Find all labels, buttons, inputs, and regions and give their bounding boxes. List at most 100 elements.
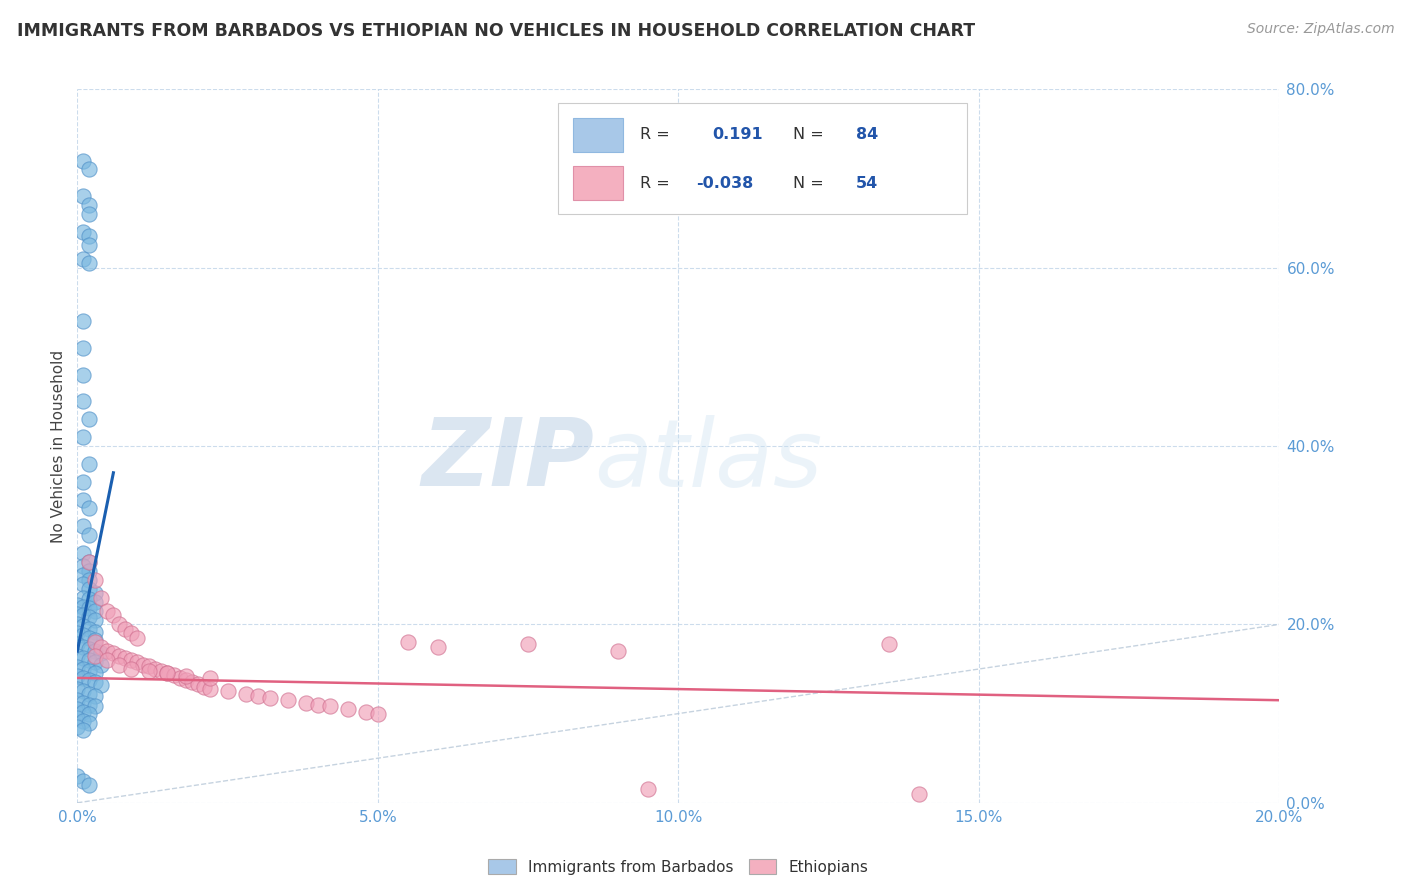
Point bbox=[79, 412, 101, 426]
Point bbox=[72, 519, 94, 533]
Point bbox=[72, 475, 94, 489]
Point bbox=[79, 555, 101, 569]
Point bbox=[79, 162, 101, 177]
Point bbox=[193, 680, 215, 694]
Point bbox=[84, 595, 107, 609]
Point bbox=[84, 655, 107, 669]
Text: Source: ZipAtlas.com: Source: ZipAtlas.com bbox=[1247, 22, 1395, 37]
Text: R =: R = bbox=[640, 176, 675, 191]
Point bbox=[66, 637, 89, 651]
Point bbox=[79, 653, 101, 667]
Point bbox=[79, 555, 101, 569]
Point bbox=[84, 666, 107, 681]
Point bbox=[66, 617, 89, 632]
Point bbox=[235, 687, 257, 701]
Point bbox=[169, 671, 191, 685]
Point bbox=[79, 610, 101, 624]
Point bbox=[66, 681, 89, 696]
Point bbox=[84, 613, 107, 627]
Point bbox=[180, 675, 202, 690]
Point bbox=[72, 705, 94, 719]
Point bbox=[72, 599, 94, 614]
Text: -0.038: -0.038 bbox=[696, 176, 754, 191]
Point bbox=[877, 637, 900, 651]
Point bbox=[66, 648, 89, 663]
Point bbox=[294, 696, 316, 710]
Point bbox=[108, 617, 131, 632]
Point bbox=[84, 633, 107, 648]
Point bbox=[114, 622, 136, 636]
Point bbox=[79, 631, 101, 645]
Point bbox=[72, 252, 94, 266]
Point bbox=[79, 582, 101, 596]
Point bbox=[132, 657, 155, 672]
Point bbox=[72, 671, 94, 685]
Point bbox=[84, 648, 107, 663]
Point bbox=[66, 769, 89, 783]
Point bbox=[84, 689, 107, 703]
Y-axis label: No Vehicles in Household: No Vehicles in Household bbox=[51, 350, 66, 542]
Point bbox=[79, 673, 101, 687]
Point bbox=[354, 705, 377, 719]
Point bbox=[174, 669, 197, 683]
Point bbox=[108, 657, 131, 672]
Point bbox=[90, 591, 112, 605]
Text: N =: N = bbox=[793, 128, 828, 143]
Point bbox=[72, 153, 94, 168]
Point bbox=[90, 646, 112, 660]
Point bbox=[79, 592, 101, 607]
Point bbox=[396, 635, 419, 649]
FancyBboxPatch shape bbox=[572, 166, 623, 200]
Point bbox=[72, 714, 94, 728]
Point bbox=[72, 189, 94, 203]
Point bbox=[79, 528, 101, 542]
Point bbox=[120, 653, 142, 667]
Point bbox=[79, 698, 101, 712]
Point bbox=[120, 662, 142, 676]
Point bbox=[72, 608, 94, 623]
Point bbox=[79, 622, 101, 636]
Point bbox=[908, 787, 931, 801]
Point bbox=[150, 664, 173, 678]
Point bbox=[79, 229, 101, 244]
Point bbox=[72, 651, 94, 665]
Point bbox=[79, 601, 101, 615]
Point bbox=[79, 778, 101, 792]
Point bbox=[72, 546, 94, 560]
Text: ZIP: ZIP bbox=[422, 414, 595, 507]
Point bbox=[72, 568, 94, 582]
Text: IMMIGRANTS FROM BARBADOS VS ETHIOPIAN NO VEHICLES IN HOUSEHOLD CORRELATION CHART: IMMIGRANTS FROM BARBADOS VS ETHIOPIAN NO… bbox=[17, 22, 974, 40]
Point bbox=[217, 684, 239, 698]
Point bbox=[72, 394, 94, 409]
Point bbox=[79, 238, 101, 252]
Point bbox=[72, 314, 94, 328]
Point bbox=[120, 626, 142, 640]
Point bbox=[84, 675, 107, 690]
Point bbox=[198, 681, 221, 696]
Point bbox=[162, 668, 184, 682]
Point bbox=[72, 662, 94, 676]
Point bbox=[96, 653, 118, 667]
Point bbox=[138, 664, 160, 678]
Point bbox=[79, 664, 101, 678]
Point bbox=[66, 607, 89, 621]
Point bbox=[66, 626, 89, 640]
Point bbox=[79, 457, 101, 471]
Point bbox=[336, 702, 359, 716]
Point bbox=[72, 684, 94, 698]
Point bbox=[108, 648, 131, 663]
Point bbox=[66, 702, 89, 716]
Point bbox=[607, 644, 630, 658]
Point bbox=[79, 256, 101, 270]
Point bbox=[277, 693, 299, 707]
Point bbox=[156, 666, 179, 681]
Point bbox=[66, 720, 89, 734]
Point bbox=[307, 698, 329, 712]
Point bbox=[127, 655, 149, 669]
Point bbox=[186, 677, 209, 691]
Point bbox=[66, 598, 89, 612]
Text: 0.191: 0.191 bbox=[711, 128, 762, 143]
Point bbox=[103, 646, 125, 660]
Point bbox=[79, 564, 101, 578]
Point bbox=[103, 608, 125, 623]
